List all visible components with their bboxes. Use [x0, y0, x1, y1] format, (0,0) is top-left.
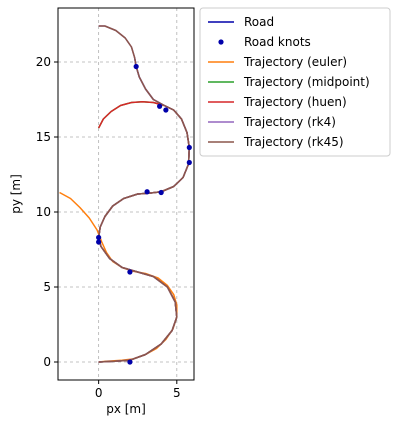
legend-swatch-marker	[218, 39, 224, 45]
road-knot-point	[163, 107, 169, 113]
legend: Road Road knots Trajectory (euler) Trajecto…	[199, 7, 391, 157]
series-group	[59, 25, 191, 363]
legend-label: Trajectory (huen)	[243, 95, 347, 109]
road-knot-point	[96, 239, 102, 245]
road-knot-point	[186, 159, 192, 166]
legend-label: Road knots	[244, 35, 311, 49]
road-knot-point	[158, 189, 164, 196]
legend-label: Trajectory (euler)	[243, 55, 347, 69]
road-knot-point	[157, 103, 163, 109]
y-tick-label: 0	[43, 355, 51, 369]
road-knot-point	[127, 269, 133, 275]
road-knot-point	[186, 144, 192, 151]
y-tick-label: 10	[36, 205, 51, 219]
y-tick-label: 5	[43, 280, 51, 294]
series-line-trajectory-rk45	[97, 25, 191, 363]
road-knots-group	[96, 63, 192, 365]
y-tick-label: 15	[36, 130, 51, 144]
ticks: 0 5 0 5 10 15 20	[36, 55, 181, 400]
road-knot-point	[144, 189, 150, 195]
x-axis-label: px [m]	[106, 402, 146, 416]
x-tick-label: 0	[95, 386, 103, 400]
legend-label: Road	[244, 15, 274, 29]
y-tick-label: 20	[36, 55, 51, 69]
grid	[58, 8, 194, 380]
x-tick-label: 5	[173, 386, 181, 400]
road-knot-point	[133, 63, 139, 70]
axes-frame	[57, 7, 195, 381]
legend-box	[199, 7, 391, 157]
legend-label: Trajectory (midpoint)	[243, 75, 370, 89]
legend-label: Trajectory (rk45)	[243, 135, 344, 149]
y-axis-label: py [m]	[9, 174, 23, 214]
legend-label: Trajectory (rk4)	[243, 115, 336, 129]
road-knot-point	[96, 234, 102, 241]
road-knot-point	[127, 359, 133, 365]
